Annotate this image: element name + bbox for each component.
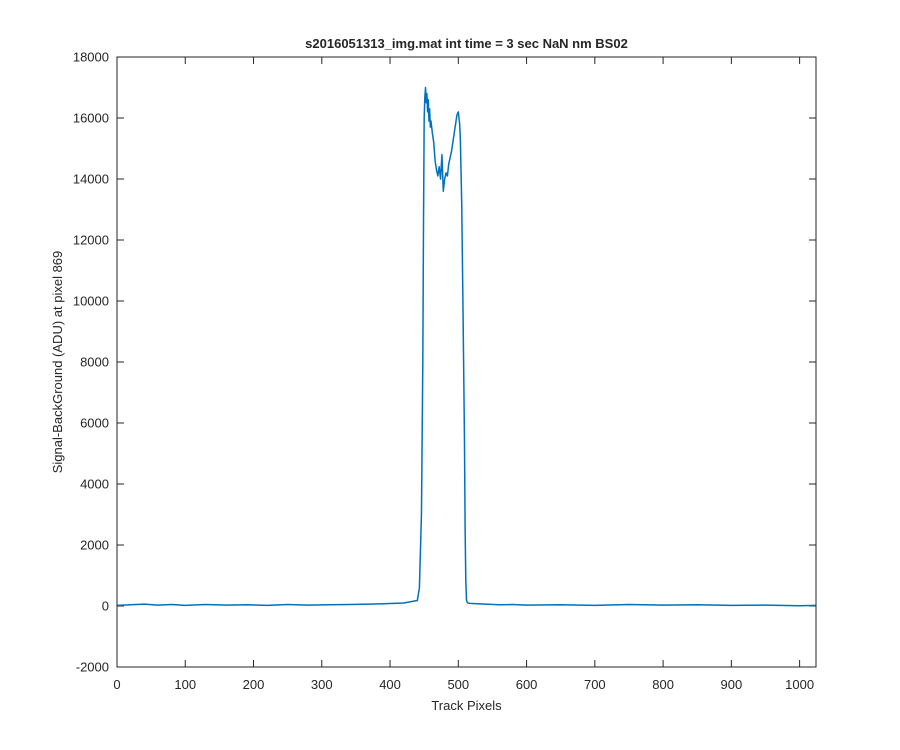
tick-labels-layer: 0 100 200 300 400 500 600 700 800 900 1000 -2000 0 20… — [73, 50, 814, 693]
y-tick-label: 16000 — [73, 111, 109, 126]
x-tick-label: 1000 — [785, 677, 814, 692]
x-tick-label: 900 — [721, 677, 743, 692]
y-tick-label: 10000 — [73, 294, 109, 309]
data-series-line — [116, 86, 817, 607]
y-tick-label: 18000 — [73, 50, 109, 65]
y-axis-label: Signal-BackGround (ADU) at pixel 869 — [50, 251, 65, 474]
y-tick-label: 6000 — [80, 416, 109, 431]
chart-title: s2016051313_img.mat int time = 3 sec NaN… — [305, 36, 628, 51]
x-tick-label: 500 — [447, 677, 469, 692]
x-tick-label: 600 — [516, 677, 538, 692]
x-tick-label: 200 — [243, 677, 265, 692]
x-tick-label: 700 — [584, 677, 606, 692]
x-tick-label: 300 — [311, 677, 333, 692]
y-tick-label: 4000 — [80, 477, 109, 492]
y-tick-label: -2000 — [76, 660, 109, 675]
x-tick-label: 800 — [652, 677, 674, 692]
y-tick-label: 2000 — [80, 538, 109, 553]
x-tick-label: 0 — [113, 677, 120, 692]
y-tick-label: 12000 — [73, 233, 109, 248]
plot-area — [117, 57, 816, 667]
plot-frame — [116, 56, 817, 668]
y-tick-label: 14000 — [73, 172, 109, 187]
x-axis-label: Track Pixels — [431, 698, 502, 713]
x-tick-label: 400 — [379, 677, 401, 692]
y-tick-label: 8000 — [80, 355, 109, 370]
x-tick-label: 100 — [174, 677, 196, 692]
y-tick-label: 0 — [102, 599, 109, 614]
